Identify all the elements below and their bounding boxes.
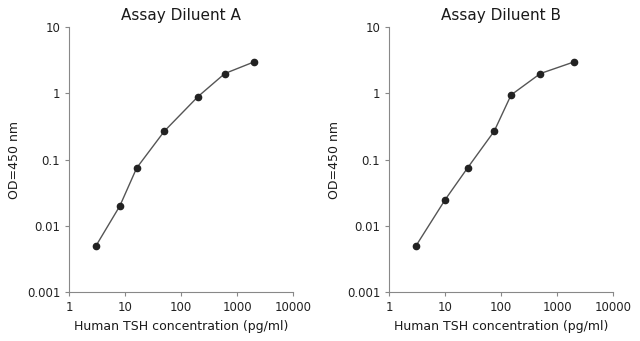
X-axis label: Human TSH concentration (pg/ml): Human TSH concentration (pg/ml) bbox=[394, 320, 609, 333]
Y-axis label: OD=450 nm: OD=450 nm bbox=[8, 121, 21, 199]
Y-axis label: OD=450 nm: OD=450 nm bbox=[328, 121, 341, 199]
Title: Assay Diluent B: Assay Diluent B bbox=[441, 8, 561, 23]
Title: Assay Diluent A: Assay Diluent A bbox=[122, 8, 241, 23]
X-axis label: Human TSH concentration (pg/ml): Human TSH concentration (pg/ml) bbox=[74, 320, 289, 333]
